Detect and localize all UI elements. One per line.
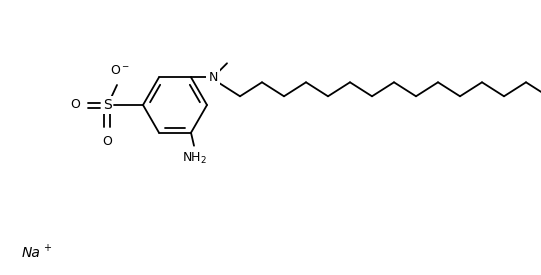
- Text: O$^-$: O$^-$: [110, 64, 130, 77]
- Text: O: O: [102, 135, 112, 148]
- Text: S: S: [103, 98, 111, 112]
- Text: NH$_2$: NH$_2$: [182, 151, 207, 166]
- Text: O: O: [70, 98, 80, 111]
- Text: Na: Na: [22, 246, 41, 260]
- Text: +: +: [43, 243, 51, 253]
- Text: N: N: [208, 71, 217, 84]
